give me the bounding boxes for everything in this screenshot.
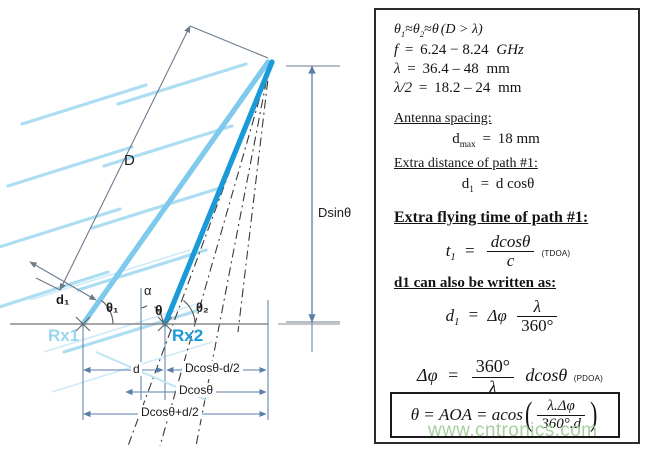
frequency-unit: GHz bbox=[496, 41, 524, 58]
d1-phase-denominator: 360° bbox=[517, 315, 558, 335]
d1-phase-symbol: d bbox=[445, 305, 455, 325]
delta-phi-equals: = bbox=[448, 365, 459, 386]
frequency-equals: = bbox=[404, 41, 414, 58]
angle-arcs bbox=[101, 299, 196, 325]
t1-equals: = bbox=[464, 240, 475, 260]
header-extra-distance: Extra distance of path #1: bbox=[394, 155, 538, 171]
d-max-equals: = bbox=[482, 130, 491, 147]
delta-phi-symbol: Δφ bbox=[417, 365, 438, 386]
d1-subscript: 1 bbox=[469, 184, 474, 195]
theta-sym-2: θ bbox=[412, 22, 420, 37]
formula-panel-inner: θ1≈θ2≈θ (D > λ) f = 6.24 − 8.24 GHz λ = 3… bbox=[376, 10, 638, 442]
d-max-subscript: max bbox=[459, 139, 476, 150]
label-d: d bbox=[131, 362, 142, 376]
delta-phi-rhs: dcosθ bbox=[525, 365, 568, 386]
dimension-Dsin-theta bbox=[286, 65, 340, 352]
ray-to-rx1 bbox=[80, 59, 271, 327]
label-alpha: α bbox=[144, 283, 152, 298]
formula-lambda: λ = 36.4 – 48 mm bbox=[394, 61, 628, 78]
t1-fraction: dcosθ c bbox=[486, 231, 535, 271]
ray-to-rx2 bbox=[162, 59, 275, 327]
d1-phase-delta: Δφ bbox=[487, 305, 507, 325]
formula-d1: d1 = d cosθ bbox=[394, 176, 628, 195]
theta-sym-1: θ bbox=[394, 22, 401, 37]
aoa-fraction: λ.Δφ 360°.d bbox=[537, 398, 585, 432]
aoa-paren-close: ) bbox=[589, 396, 598, 433]
antenna-label-rx1: Rx1 bbox=[48, 326, 80, 345]
d-max-value: 18 mm bbox=[497, 130, 540, 147]
label-theta: θ bbox=[155, 302, 163, 318]
label-theta2: θ₂ bbox=[196, 300, 209, 315]
d1-equals: = bbox=[480, 175, 490, 192]
label-dcos-plus-d2: Dcosθ+d/2 bbox=[138, 405, 202, 419]
antenna-label-rx2: Rx2 bbox=[172, 326, 204, 345]
half-lambda-unit: mm bbox=[498, 79, 522, 96]
aoa-lhs: θ = AOA = acos bbox=[410, 405, 523, 424]
theta-sym-3: θ bbox=[431, 22, 439, 37]
theta-sub-2: 2 bbox=[419, 28, 425, 39]
aoa-paren-open: ( bbox=[524, 396, 533, 433]
theta-sub-1: 1 bbox=[400, 28, 406, 39]
d1-phase-fraction: λ 360° bbox=[517, 296, 558, 336]
formula-t1: t1 = dcosθ c (TDOA) bbox=[394, 231, 628, 271]
dashed-reference-rays bbox=[127, 61, 271, 447]
label-d1: d₁ bbox=[56, 292, 70, 307]
lambda-equals: = bbox=[407, 60, 416, 77]
d1-symbol: d bbox=[461, 175, 470, 192]
dimension-d1 bbox=[29, 261, 97, 301]
header-extra-flying-time: Extra flying time of path #1: bbox=[394, 208, 589, 226]
formula-aoa: θ = AOA = acos ( λ.Δφ 360°.d ) bbox=[411, 396, 600, 434]
label-D: D bbox=[124, 152, 135, 169]
construction-verticals bbox=[82, 288, 269, 420]
lambda-value: 36.4 – 48 bbox=[422, 60, 479, 77]
frequency-value: 6.24 − 8.24 bbox=[420, 41, 489, 58]
label-theta1: θ₁ bbox=[106, 300, 119, 315]
formula-half-lambda: λ/2 = 18.2 – 24 mm bbox=[394, 80, 628, 97]
t1-tag: (TDOA) bbox=[541, 248, 571, 258]
t1-numerator: dcosθ bbox=[490, 231, 531, 251]
half-lambda-value: 18.2 – 24 bbox=[434, 79, 491, 96]
delta-phi-fraction: 360° λ bbox=[471, 356, 514, 397]
formula-delta-phi: Δφ = 360° λ dcosθ (PDOA) bbox=[394, 356, 628, 397]
lambda-unit: mm bbox=[486, 60, 510, 77]
approx-1: ≈ bbox=[405, 22, 413, 37]
formula-d1-phase: d1 = Δφ λ 360° bbox=[394, 296, 628, 336]
wavefront-lines bbox=[0, 62, 248, 354]
aoa-numerator: λ.Δφ bbox=[547, 398, 575, 415]
aoa-denominator: 360°.d bbox=[537, 414, 585, 432]
header-d1-alt: d1 can also be written as: bbox=[394, 274, 557, 291]
d1-phase-numerator: λ bbox=[533, 296, 541, 316]
d1-phase-equals: = bbox=[468, 305, 479, 325]
formula-theta-approx: θ1≈θ2≈θ (D > λ) bbox=[394, 22, 628, 39]
aoa-geometry-diagram: D Dsinθ d₁ α θ θ₁ θ₂ Rx1 Rx2 d Dcosθ-d/2… bbox=[0, 25, 352, 447]
d1-phase-subscript: 1 bbox=[454, 316, 460, 328]
delta-phi-tag: (PDOA) bbox=[573, 374, 603, 384]
d-max-symbol: d bbox=[452, 130, 460, 147]
t1-denominator: c bbox=[486, 251, 535, 270]
formula-frequency: f = 6.24 − 8.24 GHz bbox=[394, 42, 628, 59]
label-dcos-minus-d2: Dcosθ-d/2 bbox=[182, 361, 243, 375]
theta-condition: (D > λ) bbox=[440, 22, 483, 37]
delta-phi-denominator: λ bbox=[471, 376, 514, 397]
lambda-symbol: λ bbox=[394, 60, 401, 77]
frequency-symbol: f bbox=[394, 41, 399, 58]
header-antenna-spacing: Antenna spacing: bbox=[394, 110, 492, 126]
t1-subscript: 1 bbox=[450, 251, 456, 263]
t1-symbol: t bbox=[445, 240, 451, 260]
geometry-svg bbox=[0, 25, 340, 447]
formula-d-max: dmax = 18 mm bbox=[394, 131, 628, 150]
label-Dsin-theta: Dsinθ bbox=[318, 205, 352, 220]
label-dcos: Dcosθ bbox=[176, 383, 217, 397]
half-lambda-symbol: λ/2 bbox=[394, 79, 413, 96]
half-lambda-equals: = bbox=[418, 79, 428, 96]
site-watermark: www.cntronics.com bbox=[428, 420, 598, 441]
approx-2: ≈ bbox=[424, 22, 432, 37]
aoa-result-box: θ = AOA = acos ( λ.Δφ 360°.d ) bbox=[390, 392, 620, 438]
delta-phi-numerator: 360° bbox=[475, 356, 510, 377]
formula-panel: θ1≈θ2≈θ (D > λ) f = 6.24 − 8.24 GHz λ = 3… bbox=[374, 8, 640, 444]
d1-rhs: d cosθ bbox=[495, 175, 535, 192]
